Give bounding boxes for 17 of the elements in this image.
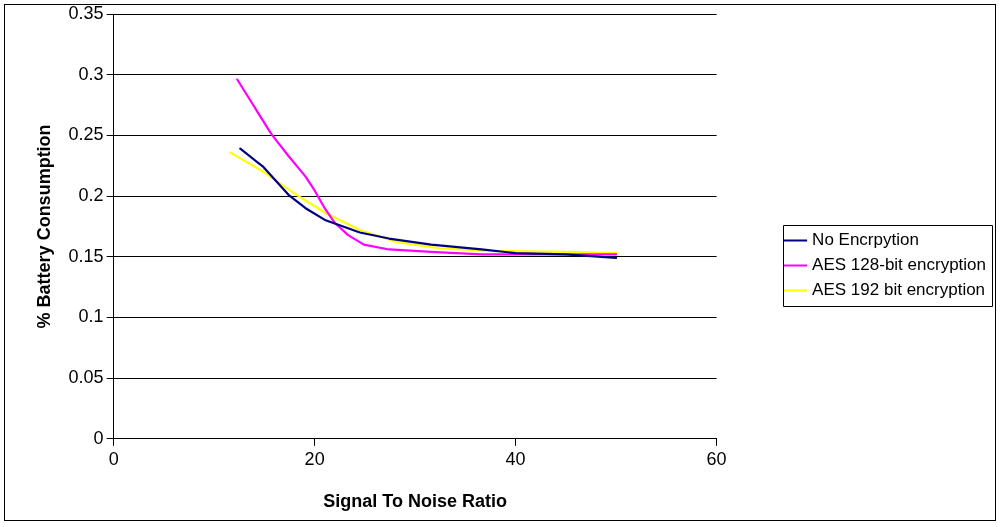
y-tick-label: 0 bbox=[93, 427, 104, 448]
legend-label: AES 192 bit encryption bbox=[812, 280, 986, 300]
y-tick-label: 0.25 bbox=[68, 124, 104, 145]
y-tick-label: 0.2 bbox=[78, 185, 104, 206]
y-tick-label: 0.15 bbox=[68, 245, 104, 266]
x-tick-label: 40 bbox=[505, 448, 526, 469]
legend-label: AES 128-bit encryption bbox=[812, 255, 987, 275]
x-axis-title: Signal To Noise Ratio bbox=[323, 491, 507, 512]
y-axis-title: % Battery Consumption bbox=[33, 124, 54, 329]
legend-label: No Encrpytion bbox=[812, 230, 919, 250]
y-tick-label: 0.1 bbox=[78, 306, 104, 327]
x-tick-label: 20 bbox=[304, 448, 325, 469]
y-tick-label: 0.3 bbox=[78, 63, 104, 84]
y-tick-label: 0.35 bbox=[68, 2, 104, 23]
x-tick-label: 0 bbox=[108, 448, 119, 469]
y-tick-label: 0.05 bbox=[68, 367, 104, 388]
x-tick-label: 60 bbox=[706, 448, 727, 469]
